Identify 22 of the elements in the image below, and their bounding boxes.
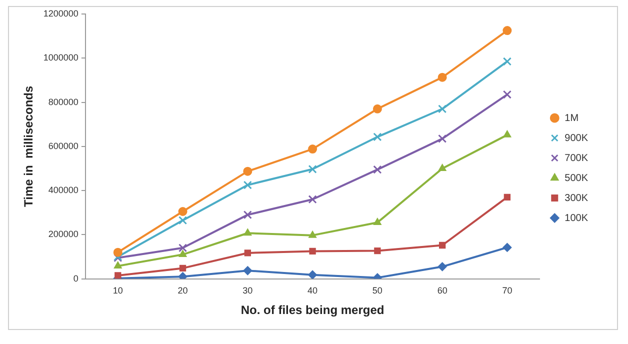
y-tick-label: 200000 — [48, 229, 78, 240]
y-tick-label: 1200000 — [43, 8, 78, 18]
legend-label: 500K — [564, 172, 588, 184]
x-tick-label: 20 — [178, 286, 188, 296]
legend-label: 900K — [564, 132, 588, 144]
legend-label: 100K — [564, 212, 588, 224]
y-axis-title: Time in milliseconds — [22, 86, 36, 207]
x-tick-label: 30 — [242, 286, 253, 296]
y-tick-label: 400000 — [48, 185, 78, 196]
y-tick-label: 1000000 — [43, 52, 78, 63]
y-tick-label: 800000 — [48, 96, 78, 107]
legend-label: 700K — [564, 152, 588, 164]
x-tick-label: 70 — [502, 286, 512, 296]
y-tick-label: 600000 — [48, 140, 78, 151]
x-tick-label: 10 — [112, 286, 123, 296]
y-tick-label: 0 — [73, 273, 78, 284]
legend-label: 1M — [564, 112, 579, 124]
x-tick-label: 60 — [437, 286, 448, 296]
x-tick-label: 50 — [372, 286, 382, 296]
x-tick-label: 40 — [308, 286, 318, 296]
x-axis-title: No. of files being merged — [240, 303, 384, 318]
legend-label: 300K — [564, 192, 588, 204]
